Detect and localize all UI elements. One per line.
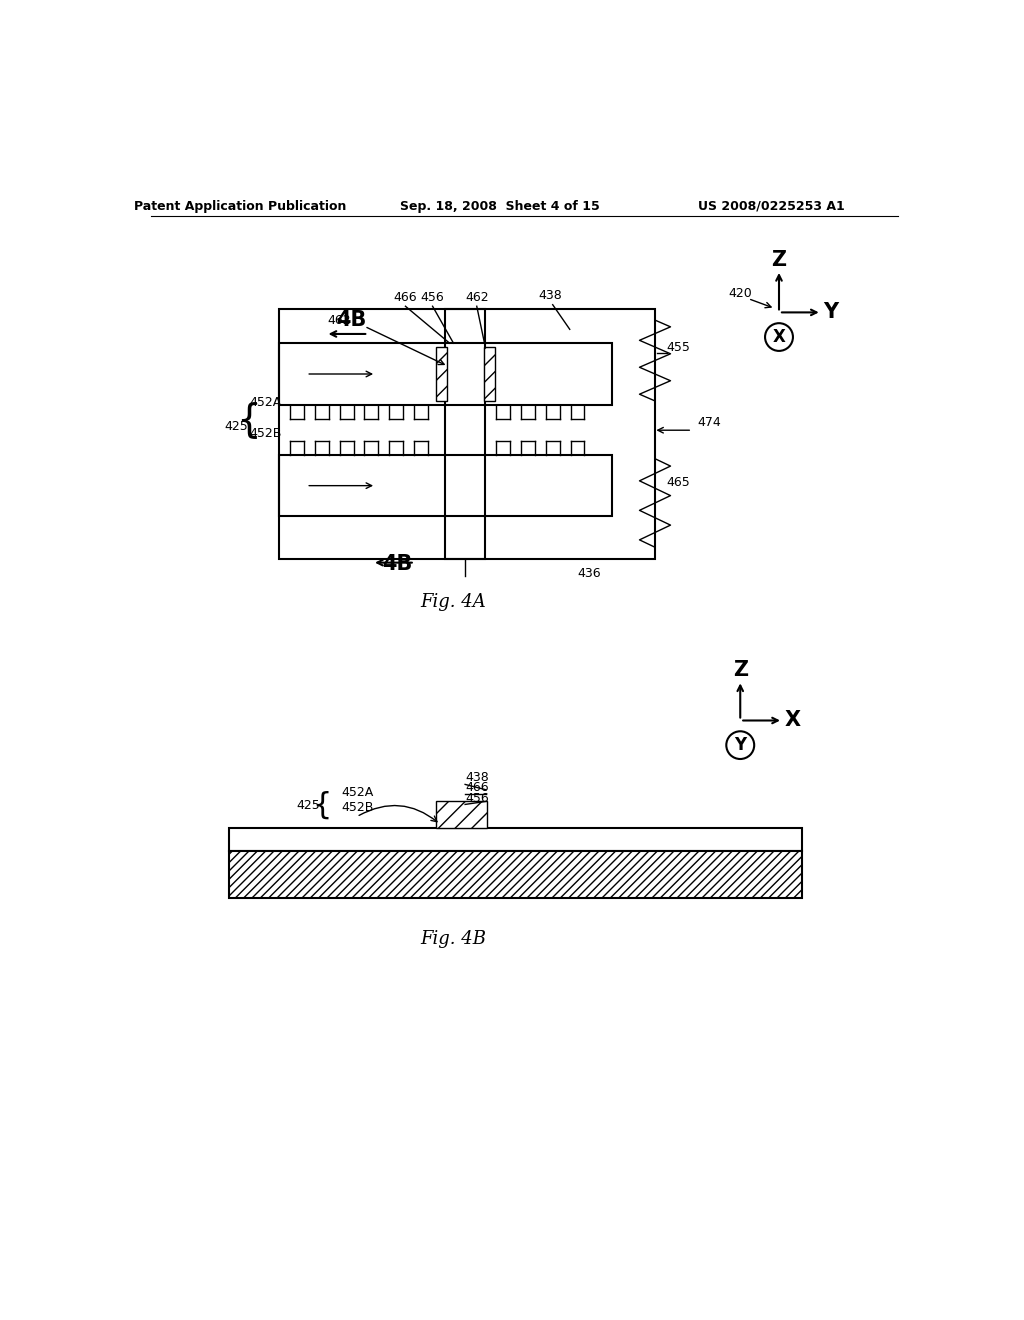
Bar [280, 455, 612, 516]
Text: 4B: 4B [336, 310, 367, 330]
Bar [280, 309, 655, 558]
Text: 466: 466 [465, 781, 488, 795]
Bar [228, 851, 802, 898]
Text: X: X [772, 329, 785, 346]
Text: 474: 474 [697, 416, 721, 429]
Text: 438: 438 [539, 289, 562, 302]
Text: 436: 436 [578, 566, 601, 579]
Text: Sep. 18, 2008  Sheet 4 of 15: Sep. 18, 2008 Sheet 4 of 15 [400, 199, 600, 213]
Text: Y: Y [823, 302, 839, 322]
Text: 455: 455 [667, 341, 690, 354]
Text: Z: Z [771, 249, 786, 271]
Text: 452A: 452A [341, 785, 374, 799]
Text: {: { [312, 791, 332, 820]
Text: 452A: 452A [250, 396, 282, 409]
Text: 462: 462 [328, 314, 351, 327]
Text: Fig. 4B: Fig. 4B [421, 929, 486, 948]
Text: 425: 425 [224, 420, 249, 433]
Text: Patent Application Publication: Patent Application Publication [134, 199, 346, 213]
Bar [483, 347, 495, 401]
Text: 456: 456 [465, 792, 488, 805]
Bar [436, 801, 486, 829]
Text: 420: 420 [728, 286, 752, 300]
Bar [228, 829, 802, 851]
Text: {: { [236, 401, 260, 440]
Bar [445, 309, 485, 558]
Text: Fig. 4A: Fig. 4A [421, 593, 486, 611]
Text: Y: Y [734, 737, 746, 754]
Text: 456: 456 [421, 290, 444, 304]
Text: 425: 425 [296, 799, 319, 812]
Text: 452B: 452B [250, 428, 283, 440]
Text: 4B: 4B [383, 554, 413, 574]
Text: 465: 465 [667, 475, 690, 488]
Text: US 2008/0225253 A1: US 2008/0225253 A1 [698, 199, 845, 213]
Text: 462: 462 [465, 290, 488, 304]
Bar [280, 343, 612, 405]
Text: 452B: 452B [341, 801, 374, 814]
Text: 466: 466 [393, 290, 417, 304]
Text: Z: Z [733, 660, 748, 680]
Bar [435, 347, 446, 401]
Text: 438: 438 [465, 771, 488, 784]
Text: X: X [784, 710, 800, 730]
